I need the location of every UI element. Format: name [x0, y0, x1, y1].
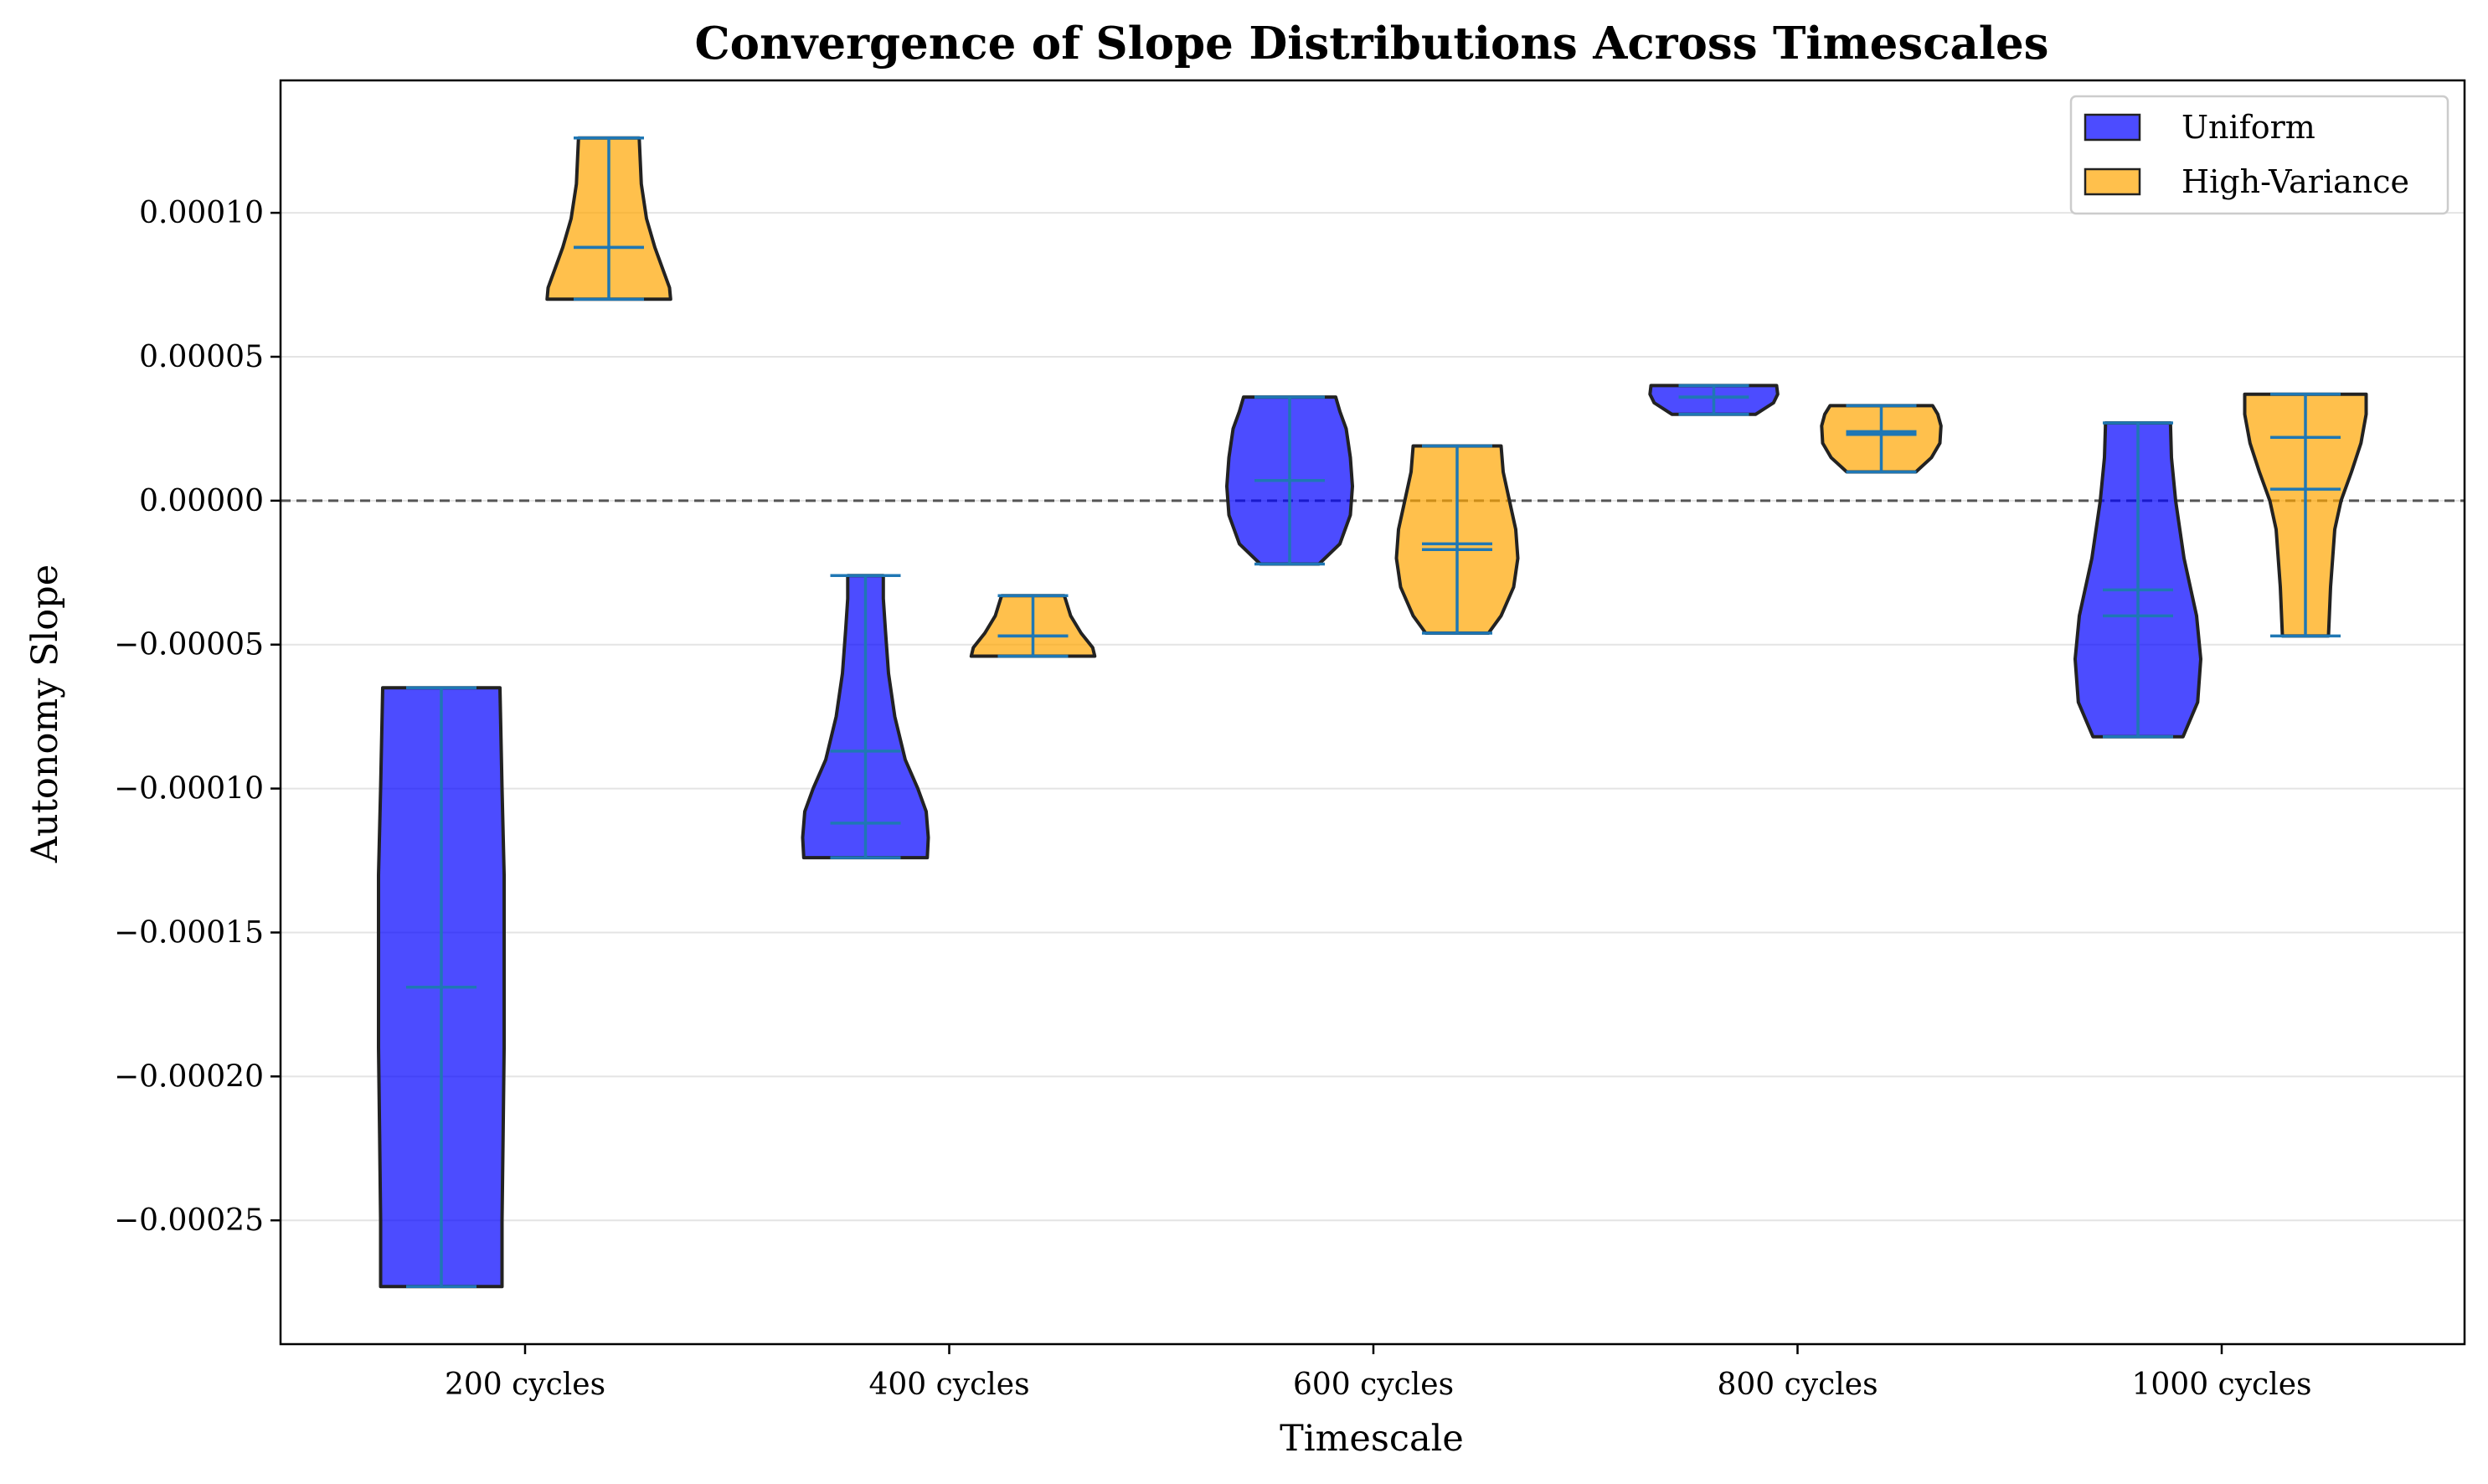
y-axis-ticks: −0.00025 −0.00020 −0.00015 −0.00010 −0.00005… — [114, 196, 281, 1238]
x-tick-label: 600 cycles — [1293, 1368, 1454, 1402]
y-tick-label: 0.00010 — [139, 196, 264, 230]
violins — [377, 136, 2368, 1289]
x-tick-label: 800 cycles — [1717, 1368, 1878, 1402]
legend-label-high-variance: High-Variance — [2182, 163, 2409, 200]
y-tick-label: −0.00025 — [114, 1203, 264, 1238]
y-tick-label: −0.00005 — [114, 628, 264, 662]
chart-title: Convergence of Slope Distributions Acros… — [694, 18, 2048, 70]
y-tick-label: −0.00020 — [114, 1059, 264, 1094]
legend: Uniform High-Variance — [2069, 95, 2449, 215]
legend-frame — [2069, 95, 2449, 215]
x-tick-label: 200 cycles — [445, 1368, 605, 1402]
legend-label-uniform: Uniform — [2182, 109, 2315, 146]
x-axis-ticks: 200 cycles 400 cycles 600 cycles 800 cycles… — [445, 1344, 2312, 1402]
x-tick-label: 1000 cycles — [2131, 1368, 2311, 1402]
y-tick-label: −0.00010 — [114, 772, 264, 806]
y-tick-label: 0.00000 — [139, 484, 264, 518]
y-tick-label: −0.00015 — [114, 915, 264, 950]
x-tick-label: 400 cycles — [868, 1368, 1029, 1402]
x-axis-label: Timescale — [1280, 1418, 1464, 1460]
legend-swatch-high-variance — [2084, 167, 2141, 196]
y-tick-label: 0.00005 — [139, 340, 264, 374]
y-axis-label: Autonomy Slope — [24, 564, 66, 863]
legend-swatch-uniform — [2084, 113, 2141, 142]
